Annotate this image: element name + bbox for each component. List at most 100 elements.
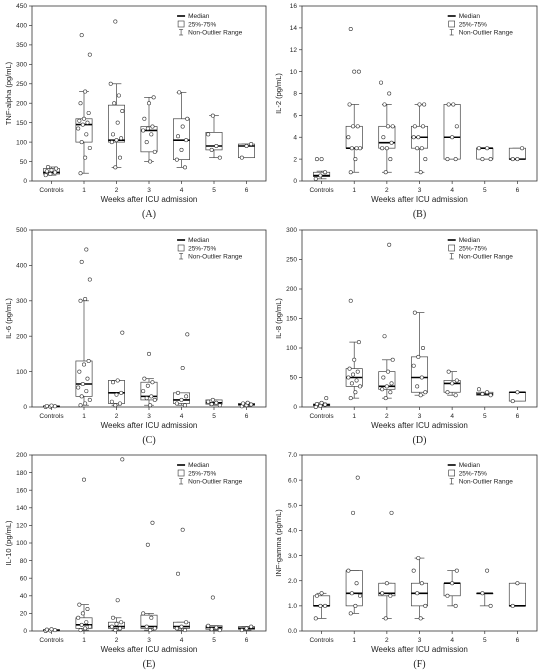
box-5 bbox=[476, 592, 494, 607]
x-tick-label: 6 bbox=[245, 637, 249, 644]
data-point bbox=[82, 477, 87, 482]
legend-label-iqr: 25%-75% bbox=[188, 246, 216, 253]
data-point bbox=[346, 375, 351, 380]
box-4 bbox=[173, 91, 190, 168]
data-point bbox=[446, 102, 451, 107]
data-point bbox=[206, 132, 211, 137]
data-point bbox=[209, 627, 214, 632]
data-point bbox=[349, 591, 354, 596]
y-tick-label: 100 bbox=[16, 369, 27, 376]
data-point bbox=[380, 146, 385, 151]
iqr-box bbox=[443, 380, 461, 393]
box-4 bbox=[443, 104, 461, 160]
data-point bbox=[420, 345, 425, 350]
data-point bbox=[249, 402, 254, 407]
iqr-box bbox=[140, 126, 158, 153]
y-tick-label: 8 bbox=[293, 91, 297, 98]
data-point bbox=[381, 135, 386, 140]
y-tick-label: 12 bbox=[290, 47, 298, 54]
data-point bbox=[381, 375, 386, 380]
data-point bbox=[319, 400, 324, 405]
data-point bbox=[420, 124, 425, 129]
data-point bbox=[417, 102, 422, 107]
y-tick-label: 100 bbox=[16, 540, 27, 547]
x-tick-label: Controls bbox=[309, 413, 334, 420]
data-point bbox=[210, 113, 215, 118]
iqr-box bbox=[508, 582, 526, 607]
data-point bbox=[82, 116, 87, 121]
data-point bbox=[422, 102, 427, 107]
data-point bbox=[451, 102, 456, 107]
x-tick-label: 3 bbox=[418, 413, 422, 420]
data-point bbox=[145, 542, 150, 547]
data-point bbox=[353, 603, 358, 608]
data-point bbox=[249, 142, 254, 147]
data-point bbox=[383, 616, 388, 621]
data-point bbox=[117, 155, 122, 160]
data-point bbox=[485, 568, 490, 573]
data-point bbox=[382, 334, 387, 339]
y-tick-label: 0 bbox=[293, 404, 297, 411]
data-point bbox=[384, 384, 389, 389]
data-point bbox=[87, 145, 92, 150]
data-point bbox=[418, 170, 423, 175]
data-point bbox=[323, 402, 328, 407]
y-tick-label: 250 bbox=[16, 81, 27, 88]
y-tick-label: 150 bbox=[286, 316, 297, 323]
data-point bbox=[453, 393, 458, 398]
x-tick-label: 5 bbox=[212, 413, 216, 420]
x-tick-label: 1 bbox=[352, 413, 356, 420]
data-point bbox=[87, 277, 92, 282]
data-point bbox=[177, 90, 182, 95]
legend-box-swatch bbox=[448, 469, 456, 477]
data-point bbox=[388, 157, 393, 162]
data-point bbox=[147, 351, 152, 356]
y-tick-label: 0.0 bbox=[288, 628, 297, 635]
data-point bbox=[78, 628, 83, 633]
data-point bbox=[450, 135, 455, 140]
data-point bbox=[313, 176, 318, 181]
data-point bbox=[142, 376, 147, 381]
legend-label-iqr: 25%-75% bbox=[188, 22, 216, 29]
data-point bbox=[52, 170, 57, 175]
data-point bbox=[111, 380, 116, 385]
data-point bbox=[180, 124, 185, 129]
data-point bbox=[77, 118, 82, 123]
data-point bbox=[313, 616, 318, 621]
data-point bbox=[515, 581, 520, 586]
x-tick-label: 1 bbox=[352, 187, 356, 194]
data-point bbox=[114, 392, 119, 397]
panel-label: (A) bbox=[142, 209, 156, 220]
box-1 bbox=[345, 570, 363, 614]
data-point bbox=[348, 298, 353, 303]
data-point bbox=[83, 626, 88, 631]
data-point bbox=[346, 568, 351, 573]
data-point bbox=[245, 400, 250, 405]
y-tick-label: 300 bbox=[16, 298, 27, 305]
data-point bbox=[418, 616, 423, 621]
panel-label: (D) bbox=[413, 435, 427, 446]
y-tick-label: 150 bbox=[16, 120, 27, 127]
data-point bbox=[351, 510, 356, 515]
data-point bbox=[151, 95, 156, 100]
legend-label-median: Median bbox=[188, 462, 210, 469]
data-point bbox=[351, 372, 356, 377]
data-point bbox=[510, 399, 515, 404]
data-point bbox=[54, 166, 59, 171]
data-point bbox=[76, 126, 81, 131]
legend-label-range: Non-Outlier Range bbox=[188, 479, 243, 486]
data-point bbox=[209, 147, 214, 152]
legend-label-iqr: 25%-75% bbox=[188, 471, 216, 478]
data-point bbox=[84, 247, 89, 252]
data-point bbox=[149, 132, 154, 137]
data-point bbox=[179, 624, 184, 629]
y-tick-label: 60 bbox=[20, 575, 28, 582]
data-point bbox=[84, 620, 89, 625]
data-point bbox=[239, 628, 244, 633]
data-point bbox=[52, 404, 57, 409]
y-tick-label: 250 bbox=[286, 257, 297, 264]
data-point bbox=[351, 124, 356, 129]
data-point bbox=[358, 593, 363, 598]
data-point bbox=[383, 396, 388, 401]
